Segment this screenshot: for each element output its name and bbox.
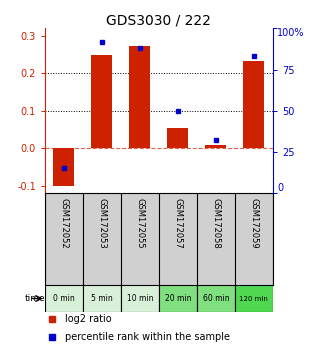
Text: 0 min: 0 min xyxy=(53,294,75,303)
Bar xyxy=(197,285,235,312)
Text: GSM172058: GSM172058 xyxy=(211,198,221,249)
Text: percentile rank within the sample: percentile rank within the sample xyxy=(65,332,230,342)
Bar xyxy=(45,285,83,312)
Text: 20 min: 20 min xyxy=(165,294,191,303)
Text: 100%: 100% xyxy=(277,28,305,38)
Bar xyxy=(121,285,159,312)
Text: 5 min: 5 min xyxy=(91,294,113,303)
Text: GSM172053: GSM172053 xyxy=(97,198,107,249)
Bar xyxy=(243,61,264,148)
Text: time: time xyxy=(24,294,45,303)
Title: GDS3030 / 222: GDS3030 / 222 xyxy=(107,13,211,27)
Bar xyxy=(168,129,188,148)
Text: GSM172052: GSM172052 xyxy=(59,198,68,249)
Bar xyxy=(159,285,197,312)
Text: GSM172057: GSM172057 xyxy=(173,198,182,249)
Text: 0: 0 xyxy=(277,183,283,193)
Bar xyxy=(235,285,273,312)
Text: GSM172059: GSM172059 xyxy=(249,198,258,249)
Text: 10 min: 10 min xyxy=(127,294,153,303)
Text: 60 min: 60 min xyxy=(203,294,229,303)
Bar xyxy=(91,55,112,148)
Bar xyxy=(205,145,226,148)
Text: GSM172055: GSM172055 xyxy=(135,198,144,249)
Bar xyxy=(129,46,150,148)
Text: 120 min: 120 min xyxy=(239,296,268,302)
Bar xyxy=(83,285,121,312)
Bar xyxy=(54,148,74,187)
Text: log2 ratio: log2 ratio xyxy=(65,314,112,324)
